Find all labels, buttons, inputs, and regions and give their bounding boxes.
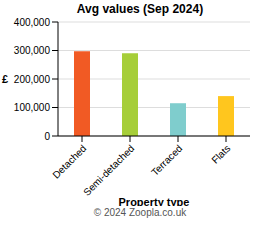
svg-text:300,000: 300,000 [14,45,51,56]
html-text:© 2024 Zoopla.co.uk: © 2024 Zoopla.co.uk [93,207,187,218]
svg-text:Flats: Flats [209,143,232,166]
svg-text:Property type: Property type [119,196,190,206]
svg-text:400,000: 400,000 [14,18,51,28]
html-text:Avg values (Sep 2024): Avg values (Sep 2024) [76,2,204,16]
svg-text:200,000: 200,000 [14,74,51,85]
svg-text:£: £ [8,73,9,85]
svg-text:0: 0 [44,131,50,142]
svg-text:Detached: Detached [50,143,88,181]
svg-text:Terraced: Terraced [149,143,184,178]
svg-text:Semi-detached: Semi-detached [81,143,136,198]
svg-text:100,000: 100,000 [14,102,51,113]
